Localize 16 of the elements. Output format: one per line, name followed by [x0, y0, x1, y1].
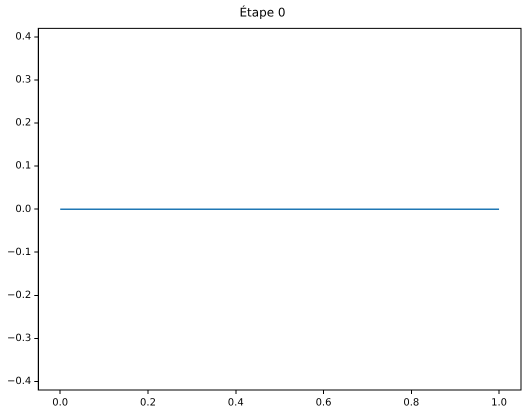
y-tick-label: −0.3 — [6, 332, 32, 344]
x-tick-label: 0.0 — [52, 398, 68, 409]
y-tick-label: 0.3 — [15, 74, 32, 86]
chart-title: Étape 0 — [239, 4, 286, 20]
y-tick-label: 0.0 — [15, 204, 32, 215]
y-tick-label: −0.1 — [6, 246, 32, 258]
y-tick-label: 0.1 — [15, 160, 32, 172]
y-tick-label: −0.2 — [6, 290, 32, 301]
x-tick-label: 0.8 — [403, 398, 420, 409]
x-tick-label: 0.2 — [140, 398, 156, 409]
x-tick-label: 0.4 — [228, 398, 244, 409]
y-tick-label: −0.4 — [6, 376, 32, 387]
y-tick-label: 0.2 — [15, 118, 32, 129]
x-tick-label: 0.6 — [316, 398, 332, 409]
y-tick-label: 0.4 — [15, 32, 32, 43]
x-tick-label: 1.0 — [491, 398, 508, 409]
